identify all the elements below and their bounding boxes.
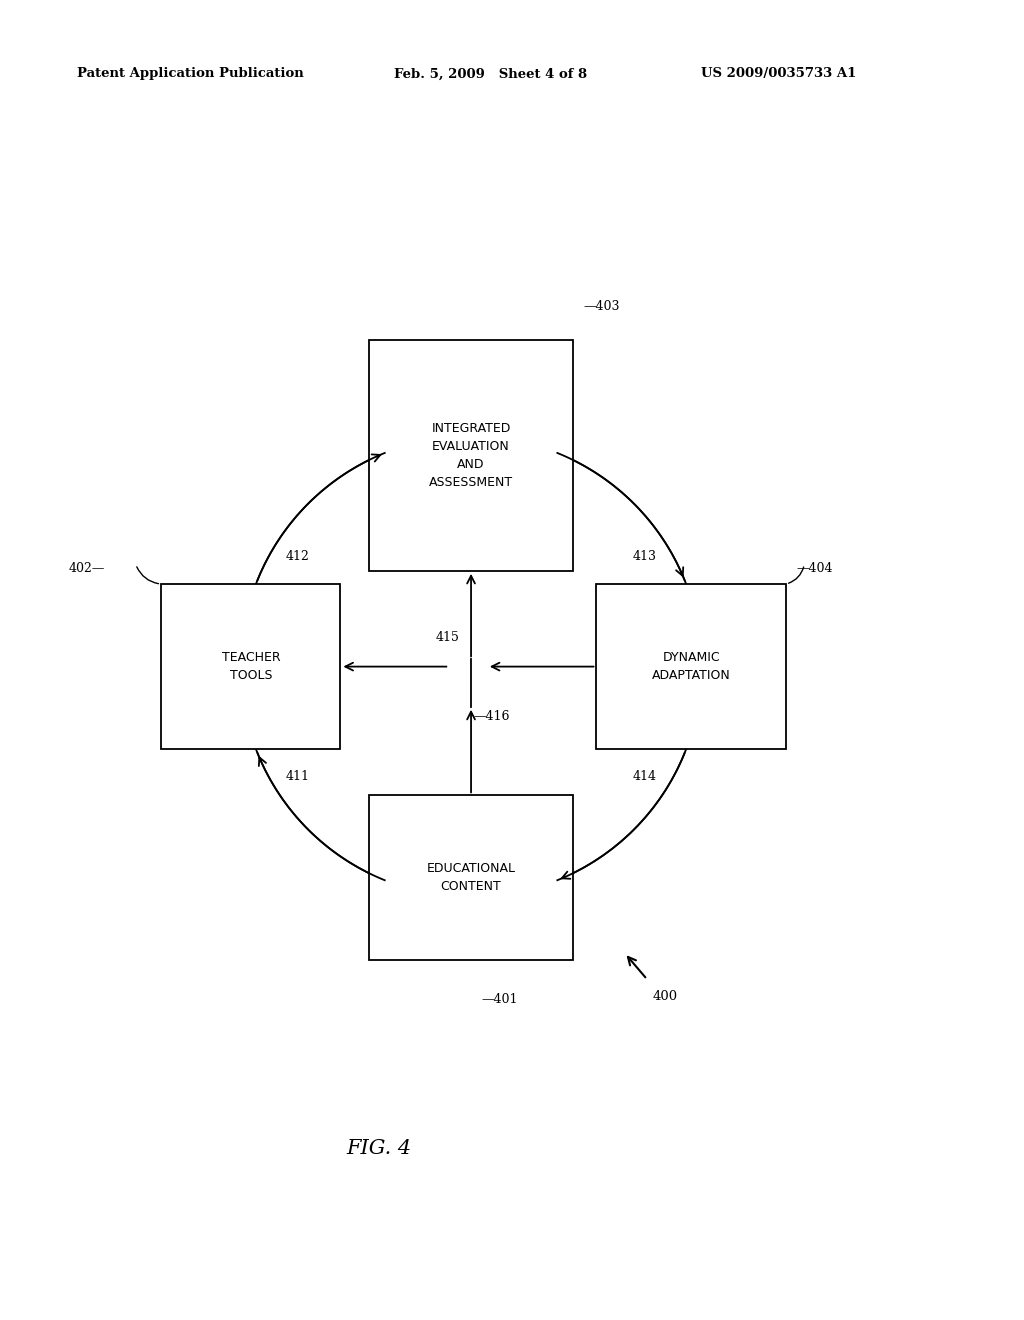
Text: 413: 413 xyxy=(632,550,656,564)
Text: 411: 411 xyxy=(286,770,310,783)
Text: FIG. 4: FIG. 4 xyxy=(346,1139,412,1158)
Bar xyxy=(162,583,340,750)
Text: 400: 400 xyxy=(653,990,678,1003)
Text: DYNAMIC
ADAPTATION: DYNAMIC ADAPTATION xyxy=(652,651,730,682)
Text: EDUCATIONAL
CONTENT: EDUCATIONAL CONTENT xyxy=(427,862,515,894)
Text: 412: 412 xyxy=(286,550,310,564)
Text: —416: —416 xyxy=(473,710,510,722)
Text: Feb. 5, 2009   Sheet 4 of 8: Feb. 5, 2009 Sheet 4 of 8 xyxy=(394,67,588,81)
Text: Patent Application Publication: Patent Application Publication xyxy=(77,67,303,81)
Bar xyxy=(369,341,573,570)
Bar xyxy=(369,795,573,961)
Text: —403: —403 xyxy=(584,301,621,313)
Text: 415: 415 xyxy=(436,631,460,644)
Bar xyxy=(596,583,786,750)
Text: 414: 414 xyxy=(632,770,656,783)
Text: INTEGRATED
EVALUATION
AND
ASSESSMENT: INTEGRATED EVALUATION AND ASSESSMENT xyxy=(429,422,513,488)
Text: TEACHER
TOOLS: TEACHER TOOLS xyxy=(221,651,281,682)
Text: —401: —401 xyxy=(481,994,518,1006)
Text: 402—: 402— xyxy=(69,562,105,574)
Text: US 2009/0035733 A1: US 2009/0035733 A1 xyxy=(701,67,857,81)
Text: —404: —404 xyxy=(797,562,833,574)
